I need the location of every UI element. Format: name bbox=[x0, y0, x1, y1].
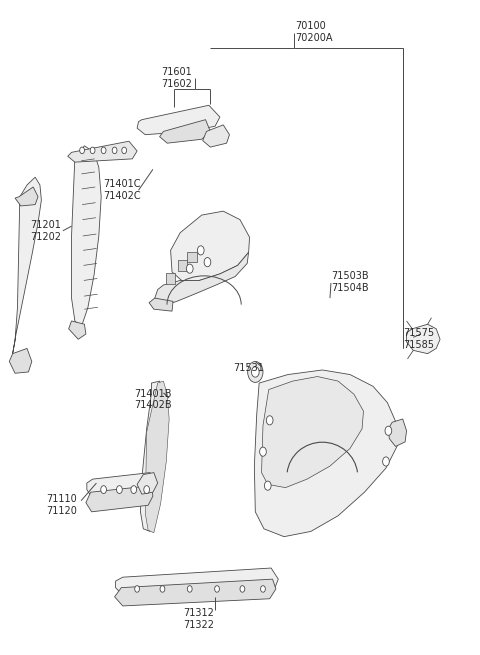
Polygon shape bbox=[388, 419, 407, 447]
Circle shape bbox=[135, 586, 140, 592]
Text: 71503B
71504B: 71503B 71504B bbox=[331, 271, 369, 293]
Circle shape bbox=[252, 367, 259, 377]
Polygon shape bbox=[159, 120, 210, 143]
Polygon shape bbox=[203, 125, 229, 147]
Text: 71401B
71402B: 71401B 71402B bbox=[134, 388, 171, 410]
Polygon shape bbox=[68, 141, 137, 162]
Circle shape bbox=[204, 257, 211, 267]
Circle shape bbox=[80, 147, 84, 154]
Text: 71531: 71531 bbox=[233, 363, 264, 373]
Text: 71312
71322: 71312 71322 bbox=[183, 608, 215, 630]
Circle shape bbox=[112, 147, 117, 154]
Text: 70100
70200A: 70100 70200A bbox=[295, 21, 333, 43]
Circle shape bbox=[131, 485, 137, 493]
Polygon shape bbox=[15, 187, 38, 206]
Polygon shape bbox=[69, 321, 86, 339]
Text: 71601
71602: 71601 71602 bbox=[161, 67, 192, 88]
Circle shape bbox=[248, 362, 263, 383]
Circle shape bbox=[215, 586, 219, 592]
Polygon shape bbox=[9, 348, 32, 373]
Polygon shape bbox=[87, 473, 155, 498]
Circle shape bbox=[144, 485, 150, 493]
Circle shape bbox=[197, 246, 204, 255]
Circle shape bbox=[160, 586, 165, 592]
Circle shape bbox=[122, 147, 127, 154]
Circle shape bbox=[101, 147, 106, 154]
Bar bbox=[187, 252, 197, 262]
Text: 71110
71120: 71110 71120 bbox=[46, 495, 77, 516]
Circle shape bbox=[117, 485, 122, 493]
Polygon shape bbox=[115, 579, 276, 606]
Polygon shape bbox=[141, 381, 166, 531]
Polygon shape bbox=[137, 105, 220, 135]
Polygon shape bbox=[145, 381, 169, 533]
Circle shape bbox=[385, 426, 392, 436]
Circle shape bbox=[260, 447, 266, 457]
Bar bbox=[166, 273, 175, 284]
Polygon shape bbox=[116, 568, 278, 597]
Text: 71575
71585: 71575 71585 bbox=[403, 328, 434, 350]
Circle shape bbox=[90, 147, 95, 154]
Polygon shape bbox=[170, 211, 250, 280]
Polygon shape bbox=[149, 298, 173, 311]
Polygon shape bbox=[72, 146, 101, 328]
Polygon shape bbox=[262, 377, 363, 487]
Text: 71401C
71402C: 71401C 71402C bbox=[104, 179, 141, 201]
Circle shape bbox=[101, 485, 107, 493]
Text: 71201
71202: 71201 71202 bbox=[30, 220, 61, 242]
Circle shape bbox=[186, 264, 193, 273]
Polygon shape bbox=[155, 252, 249, 307]
Circle shape bbox=[261, 586, 265, 592]
Circle shape bbox=[264, 481, 271, 490]
Polygon shape bbox=[12, 177, 41, 354]
Circle shape bbox=[240, 586, 245, 592]
Circle shape bbox=[383, 457, 389, 466]
Circle shape bbox=[187, 586, 192, 592]
Polygon shape bbox=[86, 485, 153, 512]
Polygon shape bbox=[407, 324, 440, 354]
Circle shape bbox=[266, 416, 273, 425]
Polygon shape bbox=[137, 473, 157, 494]
Bar bbox=[178, 260, 187, 271]
Polygon shape bbox=[254, 370, 398, 536]
